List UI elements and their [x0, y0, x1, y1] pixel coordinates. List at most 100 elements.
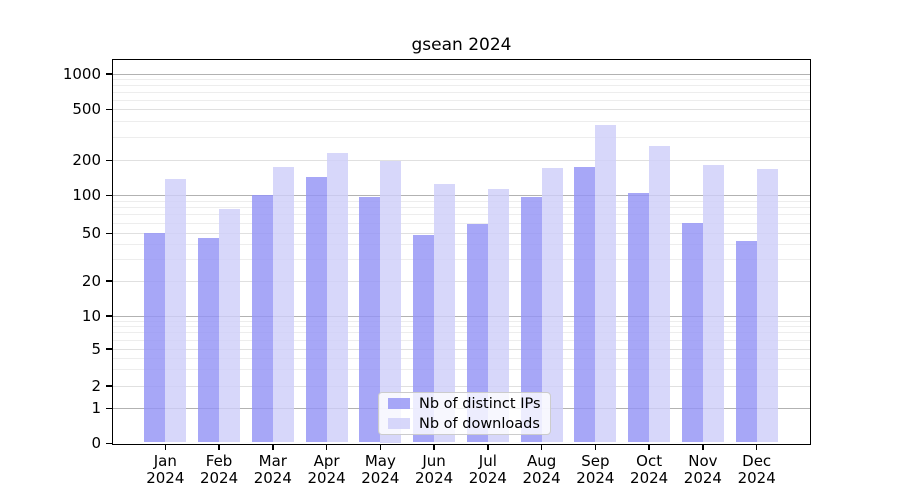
gridline — [113, 385, 810, 387]
x-tick-label: Jan 2024 — [146, 451, 185, 487]
gridline — [113, 232, 810, 234]
gridline — [113, 200, 810, 202]
x-tick-mark — [218, 444, 220, 450]
chart-title: gsean 2024 — [411, 35, 512, 55]
bar — [165, 178, 187, 443]
y-tick-label: 500 — [72, 99, 101, 118]
y-tick-mark — [106, 442, 112, 445]
x-tick-mark — [702, 444, 704, 450]
legend-swatch-downloads — [388, 418, 410, 429]
bar — [380, 160, 402, 443]
legend-item-distinct-ips: Nb of distinct IPs — [388, 396, 541, 412]
gridline — [113, 332, 810, 334]
x-tick-label: Dec 2024 — [737, 451, 776, 487]
bar — [628, 193, 650, 443]
gridline — [113, 222, 810, 224]
bar — [251, 194, 273, 443]
y-tick-mark — [106, 348, 112, 350]
gridline — [113, 259, 810, 261]
x-tick-label: Jul 2024 — [468, 451, 507, 487]
y-tick-label: 1 — [91, 399, 101, 418]
x-tick-label: Oct 2024 — [630, 451, 669, 487]
bar — [681, 223, 703, 443]
bar — [144, 233, 166, 443]
x-tick-mark — [540, 444, 543, 450]
y-tick-mark — [106, 108, 112, 111]
y-tick-mark — [106, 407, 112, 410]
legend: Nb of distinct IPs Nb of downloads — [378, 392, 551, 435]
bar — [487, 189, 509, 443]
bar — [413, 235, 435, 443]
gridline — [113, 195, 810, 196]
gridline — [113, 315, 810, 317]
x-tick-mark — [487, 444, 489, 450]
legend-item-downloads: Nb of downloads — [388, 416, 541, 432]
x-tick-label: Feb 2024 — [199, 451, 239, 487]
gridline — [113, 339, 810, 341]
gridline — [113, 326, 810, 328]
bar — [541, 168, 563, 443]
y-tick-label: 10 — [81, 306, 101, 325]
y-tick-mark — [106, 194, 112, 197]
gridline — [113, 84, 810, 86]
y-tick-mark — [106, 232, 112, 235]
y-tick-label: 2 — [91, 376, 101, 395]
bar — [359, 197, 381, 443]
y-tick-label: 200 — [72, 151, 101, 169]
x-tick-label: Apr 2024 — [307, 451, 346, 487]
gridline — [113, 244, 810, 246]
y-tick-mark — [106, 315, 112, 317]
legend-label-downloads: Nb of downloads — [419, 415, 540, 432]
bar — [272, 167, 294, 443]
legend-label-distinct-ips: Nb of distinct IPs — [419, 395, 541, 412]
bar — [649, 145, 671, 443]
y-tick-label: 0 — [91, 433, 101, 452]
bar — [595, 124, 617, 443]
bar — [434, 183, 456, 443]
y-tick-label: 100 — [72, 186, 101, 204]
x-tick-label: Nov 2024 — [683, 451, 722, 487]
y-tick-mark — [106, 385, 112, 387]
bar — [520, 197, 542, 443]
gridline — [113, 280, 810, 282]
gridline — [113, 214, 810, 216]
bar — [466, 224, 488, 443]
gridline — [113, 137, 810, 139]
bar — [702, 165, 724, 443]
gridline — [113, 348, 810, 350]
y-tick-label: 1000 — [62, 64, 101, 83]
bar — [305, 176, 327, 443]
x-tick-mark — [755, 444, 758, 450]
gridline — [113, 99, 810, 101]
gridline — [113, 78, 810, 80]
gridline — [113, 369, 810, 371]
x-tick-label: Jun 2024 — [415, 451, 454, 487]
bar — [219, 209, 241, 443]
x-tick-mark — [648, 444, 650, 450]
x-tick-mark — [164, 444, 167, 450]
gridline — [113, 121, 810, 123]
gridline — [113, 160, 810, 161]
x-tick-label: Sep 2024 — [576, 451, 615, 487]
y-tick-label: 5 — [91, 339, 101, 358]
y-tick-label: 50 — [81, 223, 101, 242]
x-tick-label: May 2024 — [361, 451, 400, 487]
y-tick-label: 20 — [81, 271, 101, 290]
y-tick-mark — [106, 73, 112, 75]
y-tick-mark — [106, 159, 112, 162]
gridline — [113, 73, 810, 75]
y-tick-mark — [106, 280, 112, 282]
bar — [198, 237, 220, 443]
gridline — [113, 207, 810, 209]
bar — [735, 241, 757, 443]
x-tick-mark — [433, 444, 435, 450]
x-tick-mark — [594, 444, 597, 450]
gridline — [113, 91, 810, 93]
x-tick-label: Mar 2024 — [253, 451, 292, 487]
x-tick-mark — [325, 444, 328, 450]
gridline — [113, 320, 810, 322]
bar — [574, 167, 596, 443]
gridline — [113, 357, 810, 359]
